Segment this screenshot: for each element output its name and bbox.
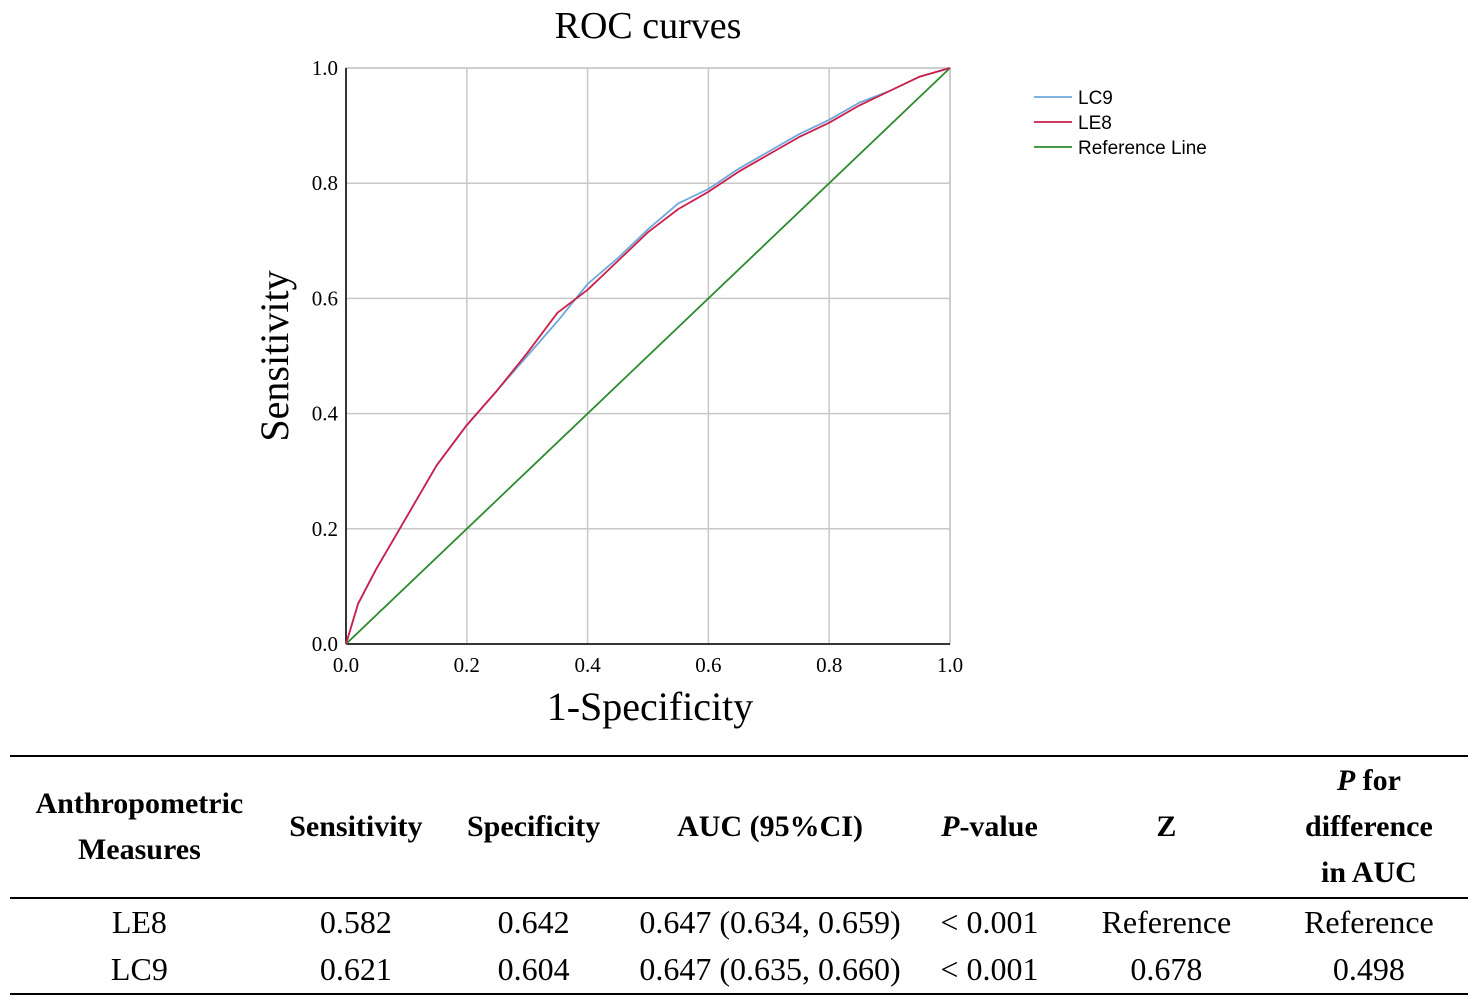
chart-title: ROC curves: [555, 5, 742, 47]
y-tick-label: 0.8: [312, 171, 338, 195]
roc-chart: ROC curves 0.0 0.2 0.4 0.6 0.8 1.0 0.00.20.40…: [252, 5, 1207, 729]
cell-z: Reference: [1101, 904, 1232, 940]
legend-entry: LE8: [1078, 113, 1112, 134]
table-row: LE8 0.582 0.642 0.647 (0.634, 0.659) < 0…: [10, 898, 1468, 946]
y-tick-label: 1.0: [312, 56, 338, 80]
table-row: LC9 0.621 0.604 0.647 (0.635, 0.660) < 0…: [10, 946, 1468, 994]
y-axis-label: Sensitivity: [252, 270, 297, 441]
cell-specificity: 0.604: [497, 951, 570, 987]
header-pvalue: P-value: [941, 810, 1038, 843]
cell-pdiff: Reference: [1304, 904, 1434, 940]
x-tick-label: 0.2: [454, 653, 480, 677]
cell-pvalue: < 0.001: [940, 951, 1039, 987]
cell-pvalue: < 0.001: [940, 904, 1039, 940]
x-tick-label: 0.6: [695, 653, 721, 677]
cell-auc: 0.647 (0.635, 0.660): [639, 951, 901, 987]
y-tick-label: 0.6: [312, 286, 338, 310]
cell-measure: LC9: [110, 951, 168, 987]
cell-measure: LE8: [111, 904, 167, 940]
y-tick-label: 0.2: [312, 517, 338, 541]
y-tick-label: 0.4: [312, 402, 339, 426]
x-tick-labels: 0.0 0.2 0.4 0.6 0.8 1.0: [333, 653, 963, 677]
header-auc: AUC (95%CI): [677, 810, 863, 843]
header-specificity: Specificity: [466, 810, 601, 843]
legend-entry: Reference Line: [1078, 138, 1207, 159]
x-tick-label: 1.0: [937, 653, 963, 677]
cell-z: 0.678: [1130, 951, 1203, 987]
legend: LC9 LE8 Reference Line: [1034, 88, 1207, 159]
cell-sensitivity: 0.582: [319, 904, 392, 940]
y-tick-label: 0.0: [312, 632, 338, 656]
header-pdiff: P for difference in AUC: [1305, 764, 1433, 889]
table-header-row: Anthropometric Measures Sensitivity Spec…: [10, 756, 1468, 898]
cell-auc: 0.647 (0.634, 0.659): [639, 904, 901, 940]
cell-pdiff: 0.498: [1332, 951, 1405, 987]
x-tick-label: 0.4: [574, 653, 601, 677]
cell-sensitivity: 0.621: [319, 951, 392, 987]
header-sensitivity: Sensitivity: [289, 810, 423, 843]
series-line-le8: [345, 67, 951, 645]
header-z: Z: [1156, 810, 1177, 843]
results-table: Anthropometric Measures Sensitivity Spec…: [10, 755, 1468, 995]
cell-specificity: 0.642: [497, 904, 570, 940]
legend-entry: LC9: [1078, 88, 1113, 109]
x-tick-label: 0.0: [333, 653, 359, 677]
x-axis-label: 1-Specificity: [547, 684, 754, 729]
y-tick-labels: 0.0 0.2 0.4 0.6 0.8 1.0: [312, 56, 339, 656]
header-measures: Anthropometric Measures: [35, 787, 244, 866]
series-line-reference-line: [345, 67, 951, 645]
x-tick-label: 0.8: [816, 653, 842, 677]
series-lines: [345, 67, 951, 645]
